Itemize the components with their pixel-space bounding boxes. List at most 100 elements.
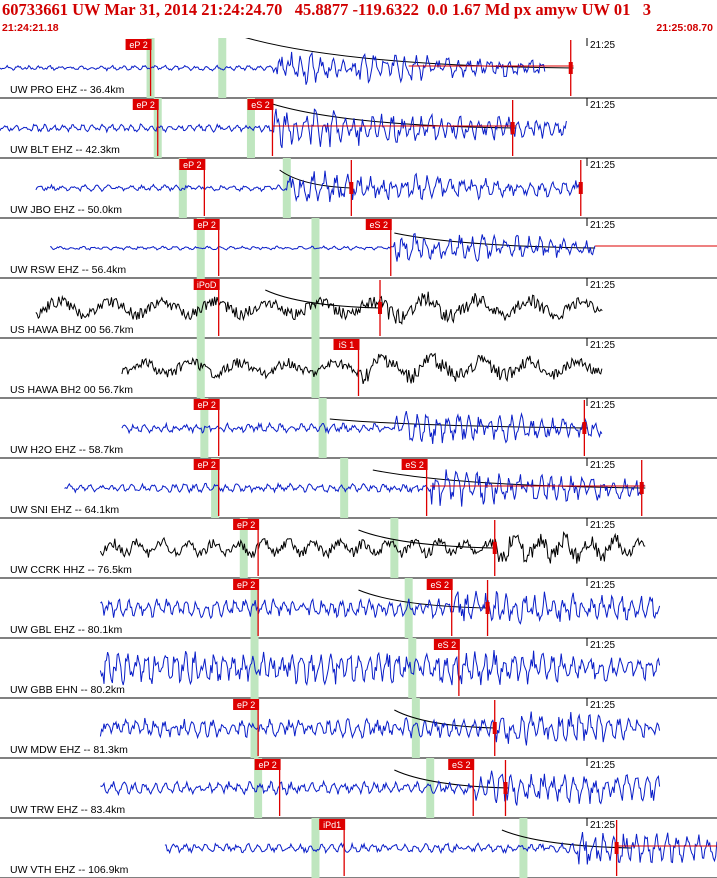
pick-window [311,218,320,278]
waveform [0,108,567,149]
event-header: 60733661 UW Mar 31, 2014 21:24:24.70 45.… [0,0,717,38]
station-label: UW JBO EHZ -- 50.0km [10,204,122,216]
phase-pick-flag [319,819,346,830]
station-label: UW H2O EHZ -- 58.7km [10,444,123,456]
phase-pick-flag [448,759,475,770]
coda-curve [394,769,510,789]
trace-panel: eS 2 21:25 UW GBB EHN -- 80.2km [0,638,717,699]
phase-pick-label: eP 2 [198,400,216,410]
phase-pick-label: eP 2 [237,580,255,590]
coda-end-marker [349,182,354,194]
minute-label: 21:25 [590,460,615,471]
phase-pick-flag [193,459,220,470]
waveform [64,469,645,507]
waveform [121,352,603,385]
phase-pick-flag [426,579,453,590]
station-label: US HAWA BH2 00 56.7km [10,384,133,396]
pick-window [311,818,320,878]
phase-pick-label: iPd1 [323,820,341,830]
phase-pick-flag [233,579,260,590]
minute-label: 21:25 [590,280,615,291]
minute-label: 21:25 [590,160,615,171]
pick-window [318,398,327,458]
coda-end-marker [510,122,515,134]
minute-label: 21:25 [590,820,615,831]
coda-curve [265,289,381,309]
station-label: UW SNI EHZ -- 64.1km [10,504,119,516]
pick-window [311,338,320,398]
phase-pick-label: eP 2 [237,520,255,530]
coda-end-marker [492,542,497,554]
minute-label: 21:25 [590,220,615,231]
trace-panel: eP 2 eS 2 21:25 UW GBL EHZ -- 80.1km [0,578,717,639]
pick-window [411,698,420,758]
pick-window [254,758,263,818]
phase-pick-label: iS 1 [339,340,355,350]
phase-pick-label: eP 2 [198,460,216,470]
trace-panel: iS 1 21:25 US HAWA BH2 00 56.7km [0,338,717,399]
phase-pick-flag [433,639,460,650]
phase-pick-flag [233,699,260,710]
minute-label: 21:25 [590,760,615,771]
coda-end-marker [578,182,583,194]
coda-end-marker [639,482,644,494]
waveform [100,770,661,806]
phase-pick-flag [132,99,159,110]
waveform [99,650,661,686]
station-label: US HAWA BHZ 00 56.7km [10,324,134,336]
phase-pick-label: eP 2 [258,760,276,770]
pick-window [408,638,417,698]
trace-panel: eP 2 eS 2 21:25 UW SNI EHZ -- 64.1km [0,458,717,519]
start-time: 21:24:21.18 [2,22,59,34]
waveform [50,232,596,262]
coda-curve [245,38,574,69]
waveform [99,531,646,564]
station-label: UW CCRK HHZ -- 76.5km [10,564,132,576]
waveform [35,170,581,203]
coda-end-marker [614,842,619,854]
trace-panel: eP 2 21:25 UW CCRK HHZ -- 76.5km [0,518,717,579]
trace-panel: eP 2 eS 2 21:25 UW BLT EHZ -- 42.3km [0,98,717,159]
phase-pick-flag [193,399,220,410]
minute-label: 21:25 [590,40,615,51]
station-label: UW VTH EHZ -- 106.9km [10,864,129,876]
phase-pick-flag [333,339,360,350]
minute-label: 21:25 [590,400,615,411]
coda-end-marker [582,422,587,434]
minute-label: 21:25 [590,700,615,711]
pick-window [390,518,399,578]
coda-curve [329,418,588,429]
phase-pick-label: eS 2 [370,220,389,230]
pick-window [218,38,227,98]
coda-curve [372,469,646,489]
phase-pick-label: eS 2 [430,580,449,590]
pick-window [404,578,413,638]
trace-panel: eP 2 21:25 UW JBO EHZ -- 50.0km [0,158,717,219]
waveform [164,832,717,865]
phase-pick-flag [193,279,220,290]
pick-window [211,458,220,518]
station-label: UW GBL EHZ -- 80.1km [10,624,122,636]
coda-curve [272,103,517,129]
pick-window [196,338,205,398]
station-label: UW GBB EHN -- 80.2km [10,684,125,696]
trace-panel: iPd1 21:25 UW VTH EHZ -- 106.9km [0,818,717,878]
event-title: 60733661 UW Mar 31, 2014 21:24:24.70 45.… [2,0,651,19]
minute-label: 21:25 [590,580,615,591]
coda-curve [358,529,495,549]
minute-label: 21:25 [590,520,615,531]
trace-panel: iPoD 21:25 US HAWA BHZ 00 56.7km [0,278,717,339]
phase-pick-flag [254,759,281,770]
waveform [0,51,546,85]
phase-pick-label: eS 2 [251,100,270,110]
pick-window [250,578,259,638]
station-label: UW RSW EHZ -- 56.4km [10,264,126,276]
phase-pick-flag [233,519,260,530]
phase-pick-flag [179,159,206,170]
end-time: 21:25:08.70 [656,22,713,34]
phase-pick-label: eP 2 [183,160,201,170]
station-label: UW PRO EHZ -- 36.4km [10,84,125,96]
waveform [121,410,603,445]
phase-pick-label: eP 2 [237,700,255,710]
pick-window [426,758,435,818]
